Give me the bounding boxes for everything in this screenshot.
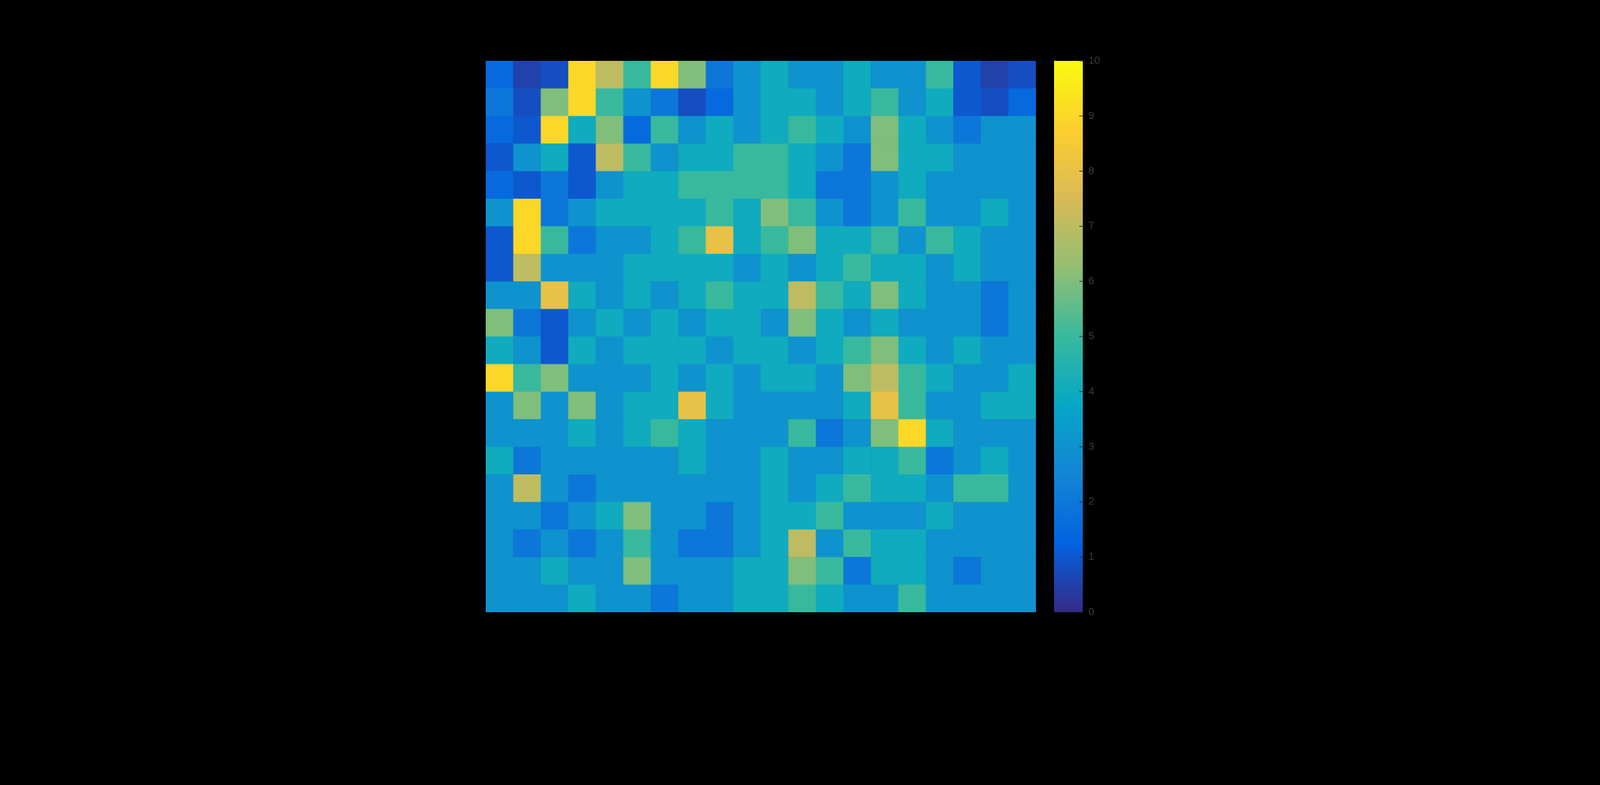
svg-text:8: 8 bbox=[1088, 164, 1094, 177]
svg-text:7: 7 bbox=[1088, 219, 1094, 231]
svg-text:4: 4 bbox=[1088, 384, 1094, 397]
svg-text:1: 1 bbox=[1088, 550, 1094, 563]
svg-text:5: 5 bbox=[1088, 329, 1094, 342]
svg-text:6: 6 bbox=[1088, 274, 1094, 287]
svg-text:0: 0 bbox=[1088, 605, 1094, 618]
svg-text:2: 2 bbox=[1088, 494, 1094, 507]
svg-text:9: 9 bbox=[1088, 109, 1094, 122]
svg-text:3: 3 bbox=[1088, 440, 1094, 453]
svg-text:10: 10 bbox=[1088, 53, 1101, 66]
